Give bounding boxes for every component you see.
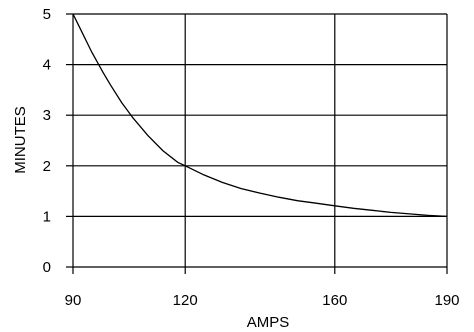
x-tick-label: 120 [173, 292, 198, 309]
x-tick-label: 90 [65, 292, 82, 309]
x-tick-labels: 90 120 160 190 [65, 292, 460, 309]
y-axis-label: MINUTES [12, 106, 29, 174]
x-tick-label: 160 [322, 292, 347, 309]
y-tick-labels: 0 1 2 3 4 5 [43, 6, 51, 276]
y-tick-label: 3 [43, 107, 51, 124]
y-tick-label: 1 [43, 208, 51, 225]
x-tick-label: 190 [434, 292, 459, 309]
x-axis-label: AMPS [247, 314, 290, 331]
series-line [72, 13, 448, 218]
axes [66, 13, 448, 274]
gridlines [73, 13, 448, 267]
y-tick-label: 2 [43, 158, 51, 175]
y-tick-label: 5 [43, 6, 51, 23]
y-tick-label: 4 [43, 57, 51, 74]
y-tick-label: 0 [43, 259, 51, 276]
